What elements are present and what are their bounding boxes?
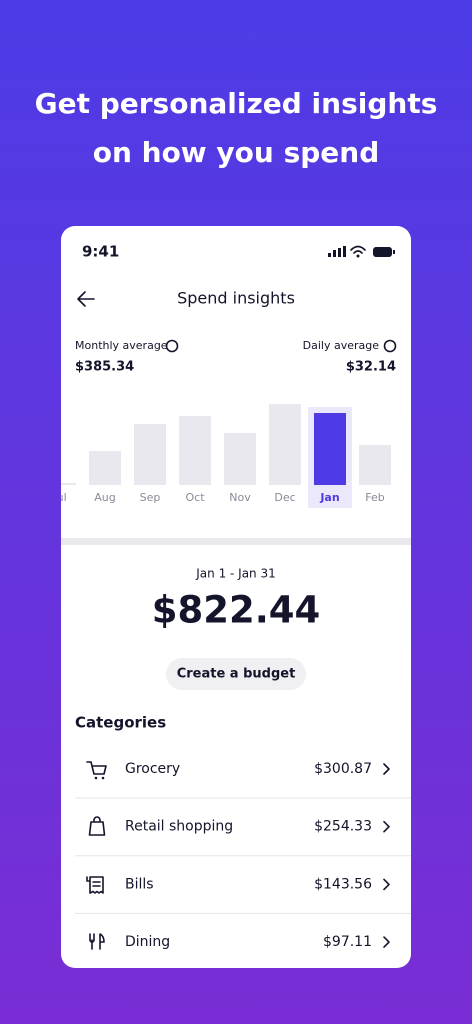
budget-button[interactable] xyxy=(166,658,306,690)
nav-title: Spend insights xyxy=(177,289,295,308)
bar[interactable] xyxy=(359,445,391,485)
bar[interactable] xyxy=(269,404,301,485)
headline: Get personalized insights xyxy=(35,87,438,120)
chart: Jul Aug Sep Oct Nov Dec Jan Feb xyxy=(44,404,391,508)
headline: on how you spend xyxy=(93,136,380,169)
back-button[interactable] xyxy=(77,291,95,307)
monthly-label: Monthly average xyxy=(75,339,168,352)
daily-label: Daily average xyxy=(303,339,380,352)
category-icons xyxy=(86,761,107,950)
chevron[interactable] xyxy=(383,820,390,833)
category-amount: $97.11 xyxy=(323,934,372,950)
category-amount: $300.87 xyxy=(314,761,372,777)
period-range: Jan 1 - Jan 31 xyxy=(195,567,276,581)
category-list: Grocery $300.87 Retail shopping $254.33 Bill… xyxy=(75,761,411,950)
category-amount: $254.33 xyxy=(314,819,372,835)
bar[interactable] xyxy=(44,483,76,485)
x-tick-label: Sep xyxy=(140,491,161,504)
chevron[interactable] xyxy=(383,936,390,948)
x-tick-label: Oct xyxy=(185,491,205,504)
x-tick-label: Aug xyxy=(94,491,115,504)
daily-value: $32.14 xyxy=(346,360,396,375)
info-icon[interactable] xyxy=(383,339,397,353)
categories-title: Categories xyxy=(75,714,166,732)
status-time: 9:41 xyxy=(82,243,119,261)
bar[interactable] xyxy=(179,416,211,485)
x-tick-label: Nov xyxy=(229,491,251,504)
divider xyxy=(61,538,411,545)
category-name: Dining xyxy=(125,934,170,950)
bar[interactable] xyxy=(134,424,166,485)
category-amount: $143.56 xyxy=(314,876,372,892)
monthly-value: $385.34 xyxy=(75,360,134,375)
info-icon[interactable] xyxy=(165,339,179,353)
x-tick-label: Jan xyxy=(319,491,339,504)
budget-button-label: Create a budget xyxy=(177,667,296,682)
bar[interactable] xyxy=(314,413,346,485)
x-tick-label: Jul xyxy=(52,491,66,504)
category-name: Retail shopping xyxy=(125,819,233,835)
card-bg xyxy=(61,226,411,968)
chevron[interactable] xyxy=(383,878,390,891)
chevron[interactable] xyxy=(383,763,390,775)
status-icons xyxy=(328,245,395,258)
phone-card: 9:41 Spend insights Monthly average $385… xyxy=(44,226,411,968)
x-tick-label: Feb xyxy=(365,491,384,504)
category-name: Grocery xyxy=(125,761,180,777)
x-tick-label: Dec xyxy=(274,491,295,504)
bar[interactable] xyxy=(224,433,256,485)
bar[interactable] xyxy=(89,451,121,485)
category-name: Bills xyxy=(125,876,154,892)
period-total: $822.44 xyxy=(152,589,321,632)
